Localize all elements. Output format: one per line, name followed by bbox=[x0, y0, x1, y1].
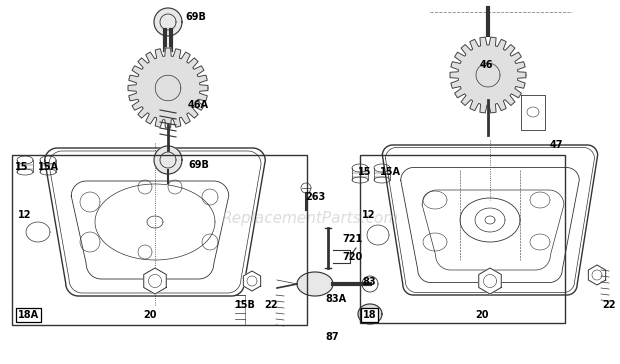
Text: 22: 22 bbox=[602, 300, 616, 310]
Polygon shape bbox=[243, 271, 260, 291]
Text: 87: 87 bbox=[325, 332, 339, 342]
Text: 69B: 69B bbox=[188, 160, 209, 170]
Text: ReplacementParts.com: ReplacementParts.com bbox=[221, 210, 399, 226]
Bar bbox=[360, 155, 565, 323]
Text: 12: 12 bbox=[362, 210, 376, 220]
Text: 20: 20 bbox=[475, 310, 489, 320]
Text: 15A: 15A bbox=[38, 162, 59, 172]
Text: 18A: 18A bbox=[18, 310, 39, 320]
Text: 46: 46 bbox=[480, 60, 494, 70]
Text: 721: 721 bbox=[342, 234, 362, 244]
Text: 83A: 83A bbox=[325, 294, 346, 304]
Polygon shape bbox=[154, 8, 182, 36]
Bar bbox=[12, 155, 307, 325]
Polygon shape bbox=[144, 268, 166, 294]
Text: 22: 22 bbox=[264, 300, 278, 310]
Text: 20: 20 bbox=[143, 310, 156, 320]
Text: 69B: 69B bbox=[185, 12, 206, 22]
Polygon shape bbox=[588, 265, 606, 285]
Text: 15A: 15A bbox=[380, 167, 401, 177]
Text: 720: 720 bbox=[342, 252, 362, 262]
Polygon shape bbox=[297, 272, 333, 296]
Polygon shape bbox=[128, 48, 208, 128]
Polygon shape bbox=[358, 304, 382, 324]
Text: 46A: 46A bbox=[188, 100, 209, 110]
Text: 15: 15 bbox=[358, 167, 371, 177]
Polygon shape bbox=[450, 37, 526, 113]
Polygon shape bbox=[479, 268, 501, 294]
Text: 83: 83 bbox=[362, 277, 376, 287]
Text: 263: 263 bbox=[305, 192, 326, 202]
Polygon shape bbox=[154, 146, 182, 174]
Text: 15: 15 bbox=[15, 162, 29, 172]
Text: 15B: 15B bbox=[235, 300, 256, 310]
Text: 18: 18 bbox=[363, 310, 376, 320]
Text: 47: 47 bbox=[550, 140, 564, 150]
Text: 12: 12 bbox=[18, 210, 32, 220]
